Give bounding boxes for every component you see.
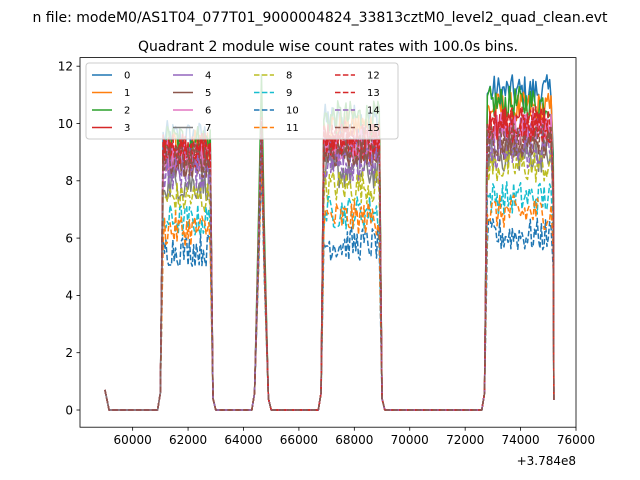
legend-label-4: 4	[205, 71, 211, 82]
figure-suptitle: n file: modeM0/AS1T04_077T01_9000004824_…	[32, 10, 608, 26]
x-tick-label: 64000	[224, 433, 262, 447]
legend-label-10: 10	[286, 106, 299, 117]
x-tick-label: 60000	[114, 433, 152, 447]
chart-title: Quadrant 2 module wise count rates with …	[138, 39, 518, 55]
legend-label-6: 6	[205, 106, 211, 117]
series-line-10	[104, 165, 555, 411]
y-tick-label: 12	[58, 59, 73, 73]
y-tick-label: 10	[58, 117, 73, 131]
legend-label-8: 8	[286, 71, 292, 82]
x-axis: 60000 62000 64000 66000 68000 70000 72000 74000…	[114, 427, 595, 447]
legend-label-3: 3	[124, 123, 130, 134]
x-tick-label: 62000	[169, 433, 207, 447]
legend-label-12: 12	[367, 71, 380, 82]
legend-label-7: 7	[205, 123, 211, 134]
legend-label-2: 2	[124, 106, 130, 117]
plot-frame	[79, 57, 577, 428]
x-tick-label: 66000	[280, 433, 318, 447]
x-tick-label: 68000	[335, 433, 373, 447]
y-tick-label: 0	[65, 403, 73, 417]
legend-label-15: 15	[367, 123, 380, 134]
y-tick-label: 4	[65, 289, 73, 303]
series-line-8	[104, 142, 555, 411]
series-line-15	[104, 123, 555, 411]
legend-label-14: 14	[367, 106, 380, 117]
legend-label-9: 9	[286, 88, 292, 99]
x-tick-label: 74000	[501, 433, 539, 447]
x-tick-label: 76000	[557, 433, 595, 447]
legend-label-13: 13	[367, 88, 380, 99]
x-tick-label: 72000	[446, 433, 484, 447]
y-tick-label: 6	[65, 231, 73, 245]
legend-box	[85, 62, 399, 140]
y-axis: 0 2 4 6 8 10 12	[58, 59, 80, 417]
series-line-14	[104, 131, 555, 411]
legend-label-1: 1	[124, 88, 130, 99]
x-axis-offset-label: +3.784e8	[517, 454, 576, 468]
legend-label-11: 11	[286, 123, 299, 134]
y-tick-label: 8	[65, 174, 73, 188]
series-line-11	[104, 157, 555, 411]
y-tick-label: 2	[65, 346, 73, 360]
legend-label-0: 0	[124, 71, 130, 82]
x-tick-label: 70000	[391, 433, 429, 447]
legend-label-5: 5	[205, 88, 211, 99]
